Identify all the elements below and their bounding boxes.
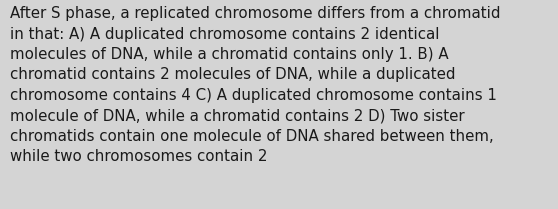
Text: After S phase, a replicated chromosome differs from a chromatid
in that: A) A du: After S phase, a replicated chromosome d…: [10, 6, 501, 164]
